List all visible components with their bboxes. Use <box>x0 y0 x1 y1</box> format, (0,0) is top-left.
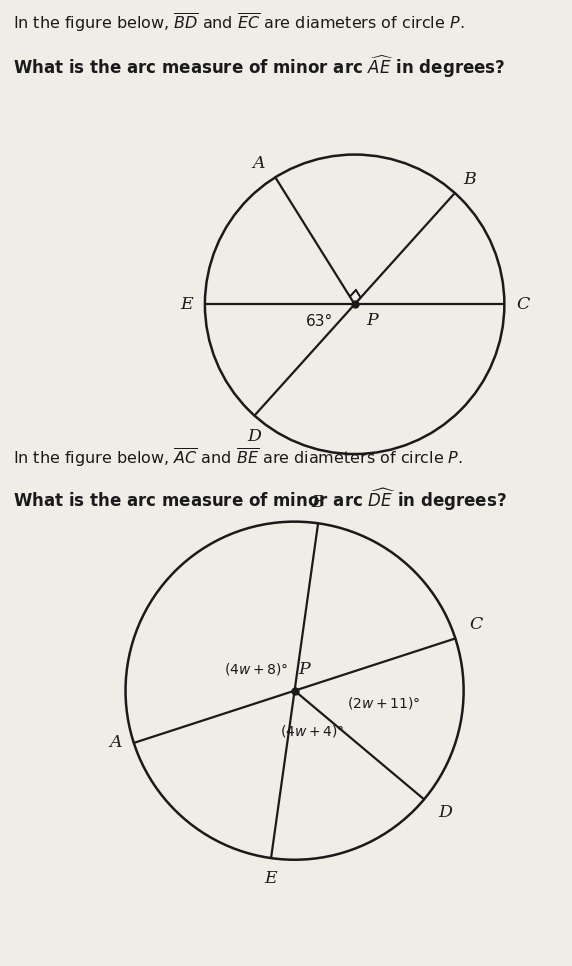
Text: C: C <box>470 616 483 634</box>
Text: What is the arc measure of minor arc $\widehat{DE}$ in degrees?: What is the arc measure of minor arc $\w… <box>13 486 507 513</box>
Text: D: D <box>438 805 452 821</box>
Text: A: A <box>109 734 122 752</box>
Text: What is the arc measure of minor arc $\widehat{AE}$ in degrees?: What is the arc measure of minor arc $\w… <box>13 54 505 80</box>
Text: $(2w+11)°$: $(2w+11)°$ <box>347 695 420 711</box>
Text: E: E <box>180 296 193 313</box>
Text: B: B <box>312 495 324 511</box>
Text: P: P <box>367 312 379 329</box>
Text: P: P <box>299 661 311 678</box>
Text: B: B <box>463 171 475 188</box>
Text: D: D <box>248 428 261 444</box>
Text: $(4w+8)°$: $(4w+8)°$ <box>224 661 289 677</box>
Text: In the figure below, $\overline{AC}$ and $\overline{BE}$ are diameters of circle: In the figure below, $\overline{AC}$ and… <box>13 446 463 469</box>
Text: 63°: 63° <box>306 314 333 328</box>
Text: E: E <box>265 870 277 887</box>
Text: A: A <box>253 156 265 172</box>
Text: $(4w+4)°$: $(4w+4)°$ <box>280 723 344 739</box>
Text: In the figure below, $\overline{BD}$ and $\overline{EC}$ are diameters of circle: In the figure below, $\overline{BD}$ and… <box>13 11 464 34</box>
Text: C: C <box>517 296 530 313</box>
